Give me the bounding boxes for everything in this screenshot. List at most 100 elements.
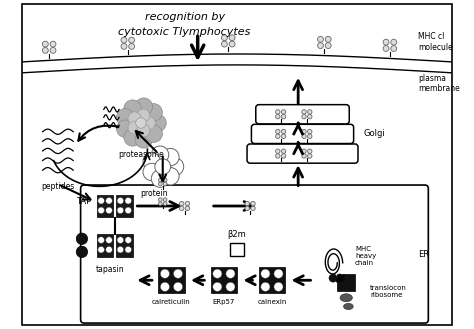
Circle shape bbox=[275, 134, 280, 139]
Circle shape bbox=[308, 154, 312, 158]
Circle shape bbox=[158, 202, 162, 205]
Circle shape bbox=[282, 154, 286, 158]
Bar bbox=[116, 195, 133, 217]
Circle shape bbox=[318, 37, 323, 42]
Circle shape bbox=[180, 201, 184, 206]
Circle shape bbox=[282, 110, 286, 114]
Circle shape bbox=[98, 197, 104, 204]
Circle shape bbox=[308, 129, 312, 134]
Circle shape bbox=[145, 125, 163, 142]
Circle shape bbox=[229, 41, 235, 47]
Circle shape bbox=[164, 198, 167, 201]
Circle shape bbox=[158, 198, 162, 201]
Text: calreticulin: calreticulin bbox=[152, 299, 191, 305]
Circle shape bbox=[274, 269, 283, 278]
Circle shape bbox=[143, 163, 161, 181]
Circle shape bbox=[117, 197, 124, 204]
Circle shape bbox=[180, 206, 184, 211]
FancyBboxPatch shape bbox=[247, 144, 358, 163]
Circle shape bbox=[42, 41, 48, 47]
FancyBboxPatch shape bbox=[256, 105, 349, 124]
Circle shape bbox=[391, 39, 397, 45]
Circle shape bbox=[302, 154, 306, 158]
Circle shape bbox=[251, 201, 255, 206]
Circle shape bbox=[164, 202, 167, 205]
Text: recognition by: recognition by bbox=[145, 12, 225, 22]
Bar bbox=[230, 243, 244, 256]
Circle shape bbox=[117, 120, 134, 138]
Circle shape bbox=[302, 149, 306, 153]
Circle shape bbox=[229, 35, 235, 41]
Circle shape bbox=[383, 39, 389, 45]
Circle shape bbox=[329, 274, 337, 282]
Text: TAP: TAP bbox=[76, 197, 92, 206]
Text: tapasin: tapasin bbox=[96, 265, 125, 274]
Circle shape bbox=[318, 43, 323, 48]
Circle shape bbox=[213, 282, 222, 291]
Circle shape bbox=[282, 129, 286, 134]
Text: plasma
membrane: plasma membrane bbox=[418, 74, 460, 93]
Circle shape bbox=[98, 207, 104, 214]
Circle shape bbox=[135, 98, 153, 115]
FancyBboxPatch shape bbox=[251, 124, 354, 143]
Circle shape bbox=[125, 207, 131, 214]
Bar bbox=[97, 234, 113, 257]
Bar bbox=[158, 267, 184, 293]
Text: calnexin: calnexin bbox=[257, 299, 287, 305]
Circle shape bbox=[50, 41, 56, 47]
Circle shape bbox=[98, 237, 104, 243]
Circle shape bbox=[245, 201, 249, 206]
Circle shape bbox=[261, 269, 270, 278]
Circle shape bbox=[226, 282, 235, 291]
Circle shape bbox=[151, 170, 169, 187]
Circle shape bbox=[76, 233, 88, 244]
Text: ER: ER bbox=[418, 250, 429, 259]
Circle shape bbox=[162, 148, 179, 166]
Circle shape bbox=[226, 269, 235, 278]
FancyBboxPatch shape bbox=[81, 185, 428, 323]
Circle shape bbox=[185, 206, 190, 211]
Circle shape bbox=[302, 129, 306, 134]
Circle shape bbox=[185, 201, 190, 206]
Circle shape bbox=[117, 246, 124, 253]
Circle shape bbox=[383, 45, 389, 51]
Circle shape bbox=[275, 154, 280, 158]
Circle shape bbox=[125, 246, 131, 253]
Circle shape bbox=[121, 43, 127, 49]
Circle shape bbox=[98, 246, 104, 253]
Circle shape bbox=[274, 282, 283, 291]
Circle shape bbox=[106, 237, 112, 243]
Circle shape bbox=[275, 129, 280, 134]
Circle shape bbox=[164, 178, 167, 182]
Circle shape bbox=[76, 246, 88, 258]
Circle shape bbox=[106, 207, 112, 214]
Circle shape bbox=[302, 110, 306, 114]
Circle shape bbox=[162, 167, 179, 185]
Text: MHC
heavy
chain: MHC heavy chain bbox=[355, 246, 376, 266]
Circle shape bbox=[106, 197, 112, 204]
Circle shape bbox=[128, 112, 141, 125]
Circle shape bbox=[221, 41, 228, 47]
Text: Golgi: Golgi bbox=[364, 129, 385, 139]
Bar bbox=[211, 267, 237, 293]
Circle shape bbox=[136, 118, 146, 128]
Circle shape bbox=[124, 100, 141, 117]
Circle shape bbox=[129, 37, 135, 43]
Circle shape bbox=[158, 178, 162, 182]
Ellipse shape bbox=[344, 303, 353, 310]
Circle shape bbox=[261, 282, 270, 291]
Circle shape bbox=[50, 47, 56, 53]
Text: peptides: peptides bbox=[41, 182, 74, 191]
Circle shape bbox=[149, 114, 166, 132]
Circle shape bbox=[251, 206, 255, 211]
Circle shape bbox=[308, 134, 312, 139]
Circle shape bbox=[173, 269, 182, 278]
Circle shape bbox=[129, 43, 135, 49]
Circle shape bbox=[145, 104, 163, 121]
Circle shape bbox=[173, 282, 182, 291]
Circle shape bbox=[135, 131, 153, 148]
Circle shape bbox=[325, 37, 331, 42]
Circle shape bbox=[221, 35, 228, 41]
Circle shape bbox=[106, 246, 112, 253]
Circle shape bbox=[125, 237, 131, 243]
